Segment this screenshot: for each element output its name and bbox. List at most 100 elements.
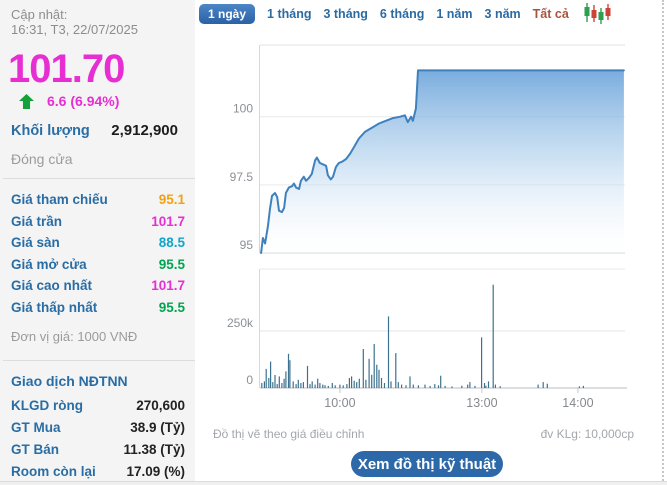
price-y-axis-label: 97.5 (230, 170, 254, 184)
volume-bar (383, 383, 386, 388)
price-row-value: 101.7 (151, 213, 185, 229)
price-row-label: Giá mở cửa (11, 256, 87, 272)
tab-1-năm[interactable]: 1 năm (436, 6, 473, 21)
price-row-value: 95.1 (158, 192, 185, 208)
tab-3-năm[interactable]: 3 năm (484, 6, 521, 21)
foreign-row-label: Room còn lại (11, 463, 96, 479)
volume-bar (309, 384, 311, 388)
volume-bar (319, 383, 321, 388)
foreign-detail-rows: KLGD ròng 270,600 GT Mua 38.9 (Tỷ) GT Bán 11.… (11, 394, 185, 482)
volume-bar (281, 383, 283, 388)
price-row: Giá trần 101.7 (11, 211, 185, 233)
volume-bar (434, 384, 436, 388)
volume-bar (397, 382, 399, 388)
volume-bar (331, 383, 333, 388)
foreign-row: Room còn lại 17.09 (%) (11, 460, 185, 482)
volume-label: Khối lượng (11, 123, 90, 139)
volume-bar (378, 369, 380, 388)
volume-bar (324, 385, 326, 388)
price-row-label: Giá cao nhất (11, 278, 93, 294)
volume-bar (289, 360, 291, 388)
foreign-row-value: 17.09 (%) (126, 463, 185, 479)
x-axis-label: 14:00 (562, 396, 593, 410)
volume-bar (302, 382, 304, 388)
volume-bar (485, 385, 487, 388)
price-area-fill (261, 70, 624, 254)
volume-bar (467, 384, 469, 388)
volume-bar (348, 378, 350, 388)
volume-bar (327, 385, 329, 388)
tab-1-tháng[interactable]: 1 tháng (267, 6, 312, 21)
volume-bar (429, 385, 431, 388)
volume-bar (499, 386, 501, 388)
volume-bar (405, 385, 407, 388)
volume-bar (542, 382, 544, 388)
scroll-gutter (662, 0, 664, 485)
volume-bar (295, 384, 297, 388)
price-volume-chart[interactable]: 95 97.5 100 0 250k 10:00 13:00 14:00 (195, 30, 667, 422)
price-row: Giá mở cửa 95.5 (11, 254, 185, 276)
price-row: Giá tham chiếu 95.1 (11, 189, 185, 211)
volume-bar (339, 384, 341, 388)
candlestick-icon[interactable] (583, 3, 611, 24)
volume-bar (417, 385, 419, 388)
bottom-strip (0, 481, 667, 485)
volume-bar (481, 337, 483, 388)
tab-tất-cả[interactable]: Tất cả (532, 6, 569, 21)
price-row-label: Giá thấp nhất (11, 299, 98, 315)
divider (3, 360, 195, 361)
price-row-value: 95.5 (158, 299, 185, 315)
volume-bar (362, 349, 364, 388)
volume-bar (444, 385, 446, 388)
range-tabs: 1 ngày 1 tháng 3 tháng 6 tháng 1 năm 3 năm Tất… (199, 3, 611, 24)
volume-bar (283, 378, 285, 388)
tab-6-tháng[interactable]: 6 tháng (379, 6, 425, 21)
volume-bar (440, 375, 442, 388)
volume-bar (268, 378, 270, 388)
foreign-row-value: 270,600 (136, 397, 185, 413)
tab-1-ngày[interactable]: 1 ngày (199, 3, 256, 24)
adjusted-price-note: Đồ thị vẽ theo giá điều chỉnh (213, 427, 365, 441)
foreign-row: KLGD ròng 270,600 (11, 394, 185, 416)
foreign-row-label: GT Mua (11, 419, 61, 435)
tab-3-tháng[interactable]: 3 tháng (323, 6, 368, 21)
volume-bar (578, 386, 580, 388)
price-y-axis-label: 100 (233, 102, 253, 116)
volume-bar (351, 376, 353, 388)
volume-row: Khối lượng 2,912,900 (11, 122, 178, 139)
volume-unit-note: đv KLg: 10,000cp (540, 427, 634, 441)
volume-bar (487, 381, 490, 388)
volume-bar (322, 384, 324, 388)
volume-value: 2,912,900 (111, 122, 178, 139)
volume-bar (346, 384, 348, 388)
foreign-row-label: GT Bán (11, 441, 60, 457)
volume-bar (261, 383, 263, 388)
price-row-value: 88.5 (158, 235, 185, 251)
volume-bar (270, 361, 272, 388)
volume-bar (437, 385, 440, 388)
volume-bar (546, 383, 548, 388)
price-row-label: Giá tham chiếu (11, 192, 108, 208)
technical-chart-button[interactable]: Xem đồ thị kỹ thuật (351, 451, 503, 477)
volume-bar (401, 384, 403, 388)
up-arrow-icon (19, 93, 34, 109)
price-row-value: 101.7 (151, 278, 185, 294)
price-detail-rows: Giá tham chiếu 95.1 Giá trần 101.7 Giá sàn 88… (11, 189, 185, 318)
volume-bar (474, 385, 476, 388)
volume-bar (263, 381, 265, 388)
price-row: Giá sàn 88.5 (11, 232, 185, 254)
session-status: Đóng cửa (11, 151, 73, 167)
quote-panel: Cập nhật: 16:31, T3, 22/07/2025 101.70 6… (0, 0, 195, 481)
volume-bar (380, 378, 383, 388)
volume-bar (461, 385, 463, 388)
volume-bar (300, 383, 302, 388)
volume-bar (365, 379, 367, 388)
volume-bar (314, 384, 316, 388)
update-label: Cập nhật: (11, 7, 68, 22)
update-block: Cập nhật: 16:31, T3, 22/07/2025 (11, 7, 138, 37)
volume-y-axis-label: 250k (227, 316, 254, 330)
volume-bar (342, 385, 344, 388)
x-axis-label: 13:00 (466, 396, 497, 410)
volume-bar (451, 386, 453, 388)
